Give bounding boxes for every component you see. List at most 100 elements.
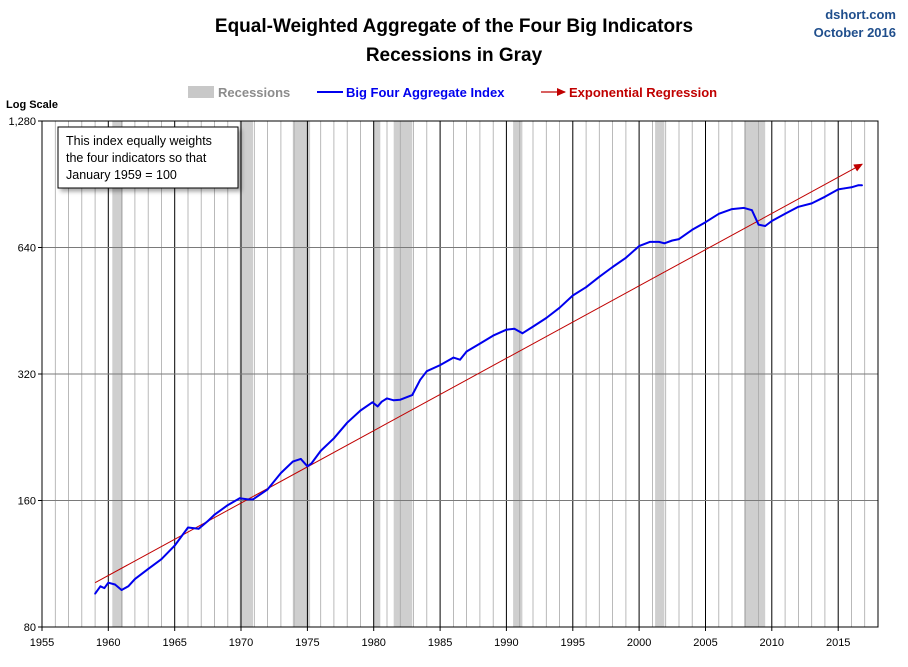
index-point [114, 583, 116, 586]
index-point [252, 498, 254, 501]
index-point [411, 394, 414, 396]
index-point [425, 370, 428, 373]
index-point [465, 350, 468, 353]
x-tick-label: 2010 [760, 637, 784, 649]
y-tick-label: 320 [18, 369, 36, 381]
legend: Recessions Big Four Aggregate Index Expo… [188, 85, 717, 100]
index-point [505, 328, 508, 331]
index-point [764, 225, 767, 227]
annotation-line-2: the four indicators so that [66, 151, 207, 165]
index-point [120, 589, 123, 591]
index-point [704, 221, 707, 224]
index-point [134, 578, 136, 580]
index-point [99, 585, 102, 588]
index-point [810, 202, 813, 205]
index-point [359, 409, 362, 412]
index-point [213, 513, 216, 516]
legend-recessions-label: Recessions [218, 85, 290, 100]
index-point [663, 242, 666, 245]
x-tick-label: 1970 [229, 637, 253, 649]
y-tick-label: 160 [18, 496, 36, 508]
annotation-line-3: January 1959 = 100 [66, 168, 177, 182]
index-point [291, 460, 294, 463]
index-point [333, 437, 335, 440]
index-point [187, 526, 189, 529]
index-point [598, 275, 601, 278]
index-point [558, 306, 561, 309]
regression-series [94, 163, 863, 584]
y-tick-label: 640 [18, 243, 36, 255]
index-point [103, 587, 106, 589]
index-point [757, 223, 760, 226]
index-point [399, 398, 402, 401]
x-axis-ticks: 1955 1960 1965 1970 1975 1980 1985 1990 1995 2000… [30, 627, 850, 649]
x-tick-label: 1985 [428, 637, 452, 649]
index-point [861, 184, 863, 187]
index-point [837, 188, 840, 191]
index-point [648, 241, 651, 243]
index-point [280, 472, 282, 474]
chart-subtitle: Recessions in Gray [366, 45, 543, 66]
index-point [717, 212, 720, 215]
index-point [94, 592, 96, 595]
index-point [439, 364, 441, 366]
index-point [452, 356, 455, 359]
index-point [173, 544, 176, 547]
annotation-line-1: This index equally weights [66, 134, 212, 148]
index-point [299, 458, 302, 460]
index-point [492, 334, 495, 337]
x-tick-label: 1955 [30, 637, 54, 649]
index-point [843, 187, 846, 190]
legend-regression-label: Exponential Regression [569, 85, 717, 100]
x-tick-label: 1980 [361, 637, 385, 649]
index-point [371, 401, 374, 404]
y-axis-ticks: 80 160 320 640 1,280 [8, 116, 42, 634]
index-point [246, 498, 249, 501]
x-tick-label: 1965 [162, 637, 186, 649]
index-point [346, 421, 349, 424]
index-point [532, 325, 534, 328]
index-point [784, 212, 786, 215]
index-point [419, 378, 422, 381]
y-tick-label: 1,280 [8, 116, 36, 128]
index-point [545, 317, 548, 319]
x-tick-label: 2015 [826, 637, 850, 649]
index-point [197, 527, 200, 530]
x-tick-label: 1990 [494, 637, 518, 649]
index-point [147, 568, 150, 570]
index-point [127, 585, 130, 588]
horizontal-grid [42, 247, 878, 501]
index-point [751, 209, 753, 212]
legend-recessions-swatch [188, 86, 214, 98]
regression-line [94, 163, 863, 584]
index-point [857, 184, 859, 187]
index-point [376, 405, 379, 408]
chart-title: Equal-Weighted Aggregate of the Four Big… [215, 16, 693, 37]
x-tick-label: 2005 [693, 637, 717, 649]
source-label: dshort.com [825, 7, 896, 22]
index-point [770, 220, 773, 222]
y-scale-label: Log Scale [6, 99, 58, 111]
x-tick-label: 1960 [96, 637, 120, 649]
index-point [479, 342, 481, 345]
index-point [207, 520, 209, 522]
index-point [392, 399, 395, 402]
index-point [380, 400, 383, 403]
annotation-box: This index equally weights the four indi… [57, 126, 239, 189]
index-point [266, 488, 269, 491]
x-tick-label: 1995 [561, 637, 585, 649]
legend-index-label: Big Four Aggregate Index [346, 85, 505, 100]
annotation-frame [57, 126, 239, 189]
index-point [306, 465, 309, 468]
index-point [226, 504, 229, 506]
index-point [238, 497, 241, 500]
index-point [671, 239, 674, 242]
index-point [310, 462, 313, 465]
index-point [638, 245, 640, 248]
index-point [678, 238, 680, 241]
index-point [319, 450, 322, 452]
index-point [386, 397, 388, 400]
index-point [571, 294, 574, 297]
y-tick-label: 80 [24, 622, 36, 634]
